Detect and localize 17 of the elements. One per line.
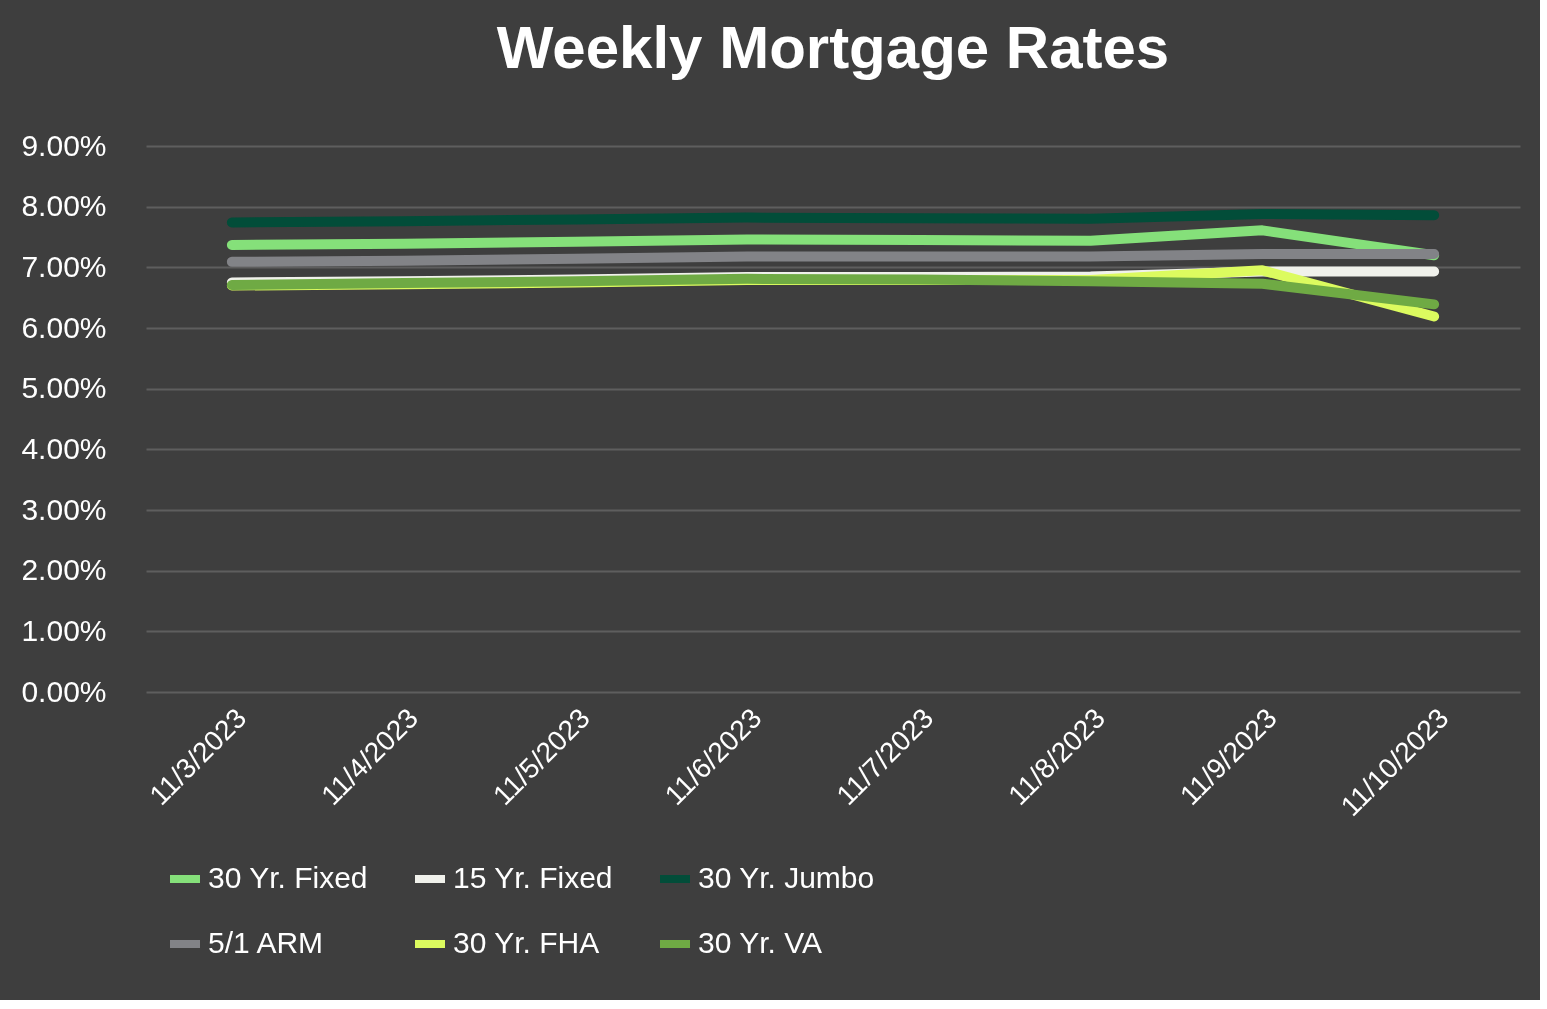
y-tick-label: 4.00% [21,431,107,465]
legend-label: 30 Yr. Fixed [208,861,368,894]
legend-label: 30 Yr. FHA [453,926,600,959]
y-tick-label: 9.00% [21,128,107,162]
legend-label: 30 Yr. VA [698,926,822,959]
y-tick-label: 6.00% [21,310,107,344]
legend-label: 15 Yr. Fixed [453,861,613,894]
y-tick-label: 2.00% [21,553,107,587]
y-tick-label: 5.00% [21,371,107,405]
y-tick-label: 0.00% [21,674,107,708]
chart-title: Weekly Mortgage Rates [496,14,1170,81]
y-tick-label: 8.00% [21,189,107,223]
legend-label: 5/1 ARM [208,926,324,959]
legend-label: 30 Yr. Jumbo [698,861,875,894]
y-tick-label: 7.00% [21,249,107,283]
y-tick-label: 3.00% [21,492,107,526]
y-tick-label: 1.00% [21,613,107,647]
